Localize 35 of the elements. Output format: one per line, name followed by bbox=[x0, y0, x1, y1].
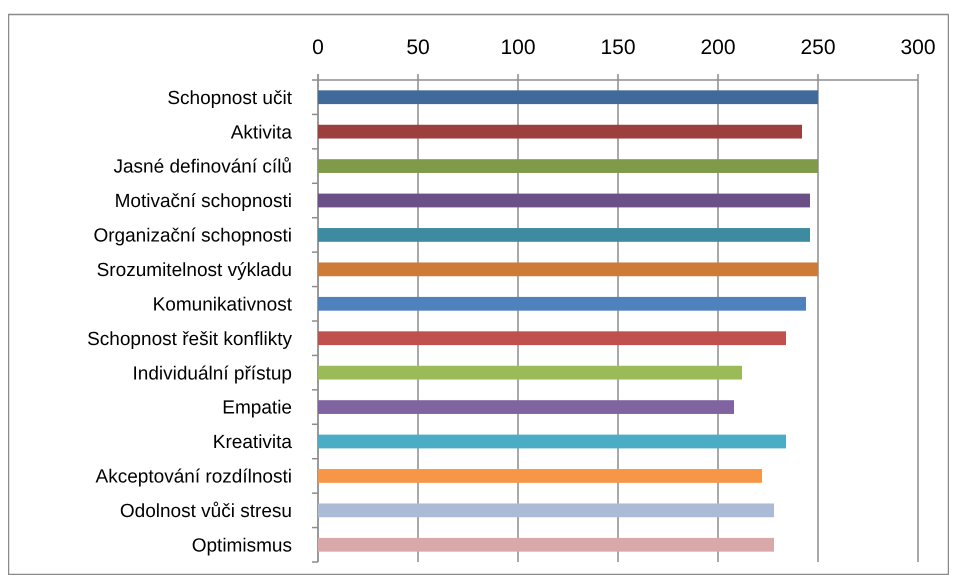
y-tick-label: Aktivita bbox=[230, 122, 292, 144]
bar bbox=[318, 159, 818, 173]
y-tick-label: Odolnost vůči stresu bbox=[120, 501, 292, 522]
bar bbox=[318, 400, 734, 414]
y-tick-label: Srozumitelnost výkladu bbox=[96, 260, 292, 282]
bar bbox=[318, 124, 802, 139]
bar bbox=[318, 194, 810, 208]
y-tick-label: Motivační schopnosti bbox=[114, 191, 292, 212]
x-tick-label: 300 bbox=[900, 36, 936, 59]
bar bbox=[318, 262, 818, 276]
x-tick-label: 250 bbox=[800, 36, 836, 59]
x-tick-label: 0 bbox=[312, 36, 324, 59]
y-tick-label: Individuální přístup bbox=[132, 363, 292, 384]
y-tick-label: Kreativita bbox=[212, 432, 292, 454]
y-tick-label: Komunikativnost bbox=[152, 294, 293, 316]
y-tick-label: Organizační schopnosti bbox=[93, 226, 292, 247]
bar bbox=[318, 469, 762, 483]
y-tick-label: Schopnost učit bbox=[167, 88, 293, 109]
y-tick-label: Akceptování rozdílnosti bbox=[96, 466, 292, 488]
bar bbox=[318, 503, 774, 518]
bar bbox=[318, 296, 806, 311]
x-tick-label: 200 bbox=[700, 36, 736, 59]
x-tick-label: 50 bbox=[406, 36, 430, 59]
bar bbox=[318, 228, 810, 242]
bar bbox=[318, 434, 786, 448]
x-tick-label: 100 bbox=[500, 36, 536, 59]
bar bbox=[318, 90, 818, 104]
bar bbox=[318, 331, 786, 346]
x-tick-label: 150 bbox=[600, 36, 636, 59]
y-tick-label: Optimismus bbox=[192, 535, 292, 556]
bar bbox=[318, 366, 742, 380]
bar bbox=[318, 538, 774, 552]
y-tick-label: Jasné definování cílů bbox=[113, 156, 292, 178]
y-tick-label: Empatie bbox=[222, 398, 292, 419]
y-tick-label: Schopnost řešit konflikty bbox=[87, 328, 292, 350]
